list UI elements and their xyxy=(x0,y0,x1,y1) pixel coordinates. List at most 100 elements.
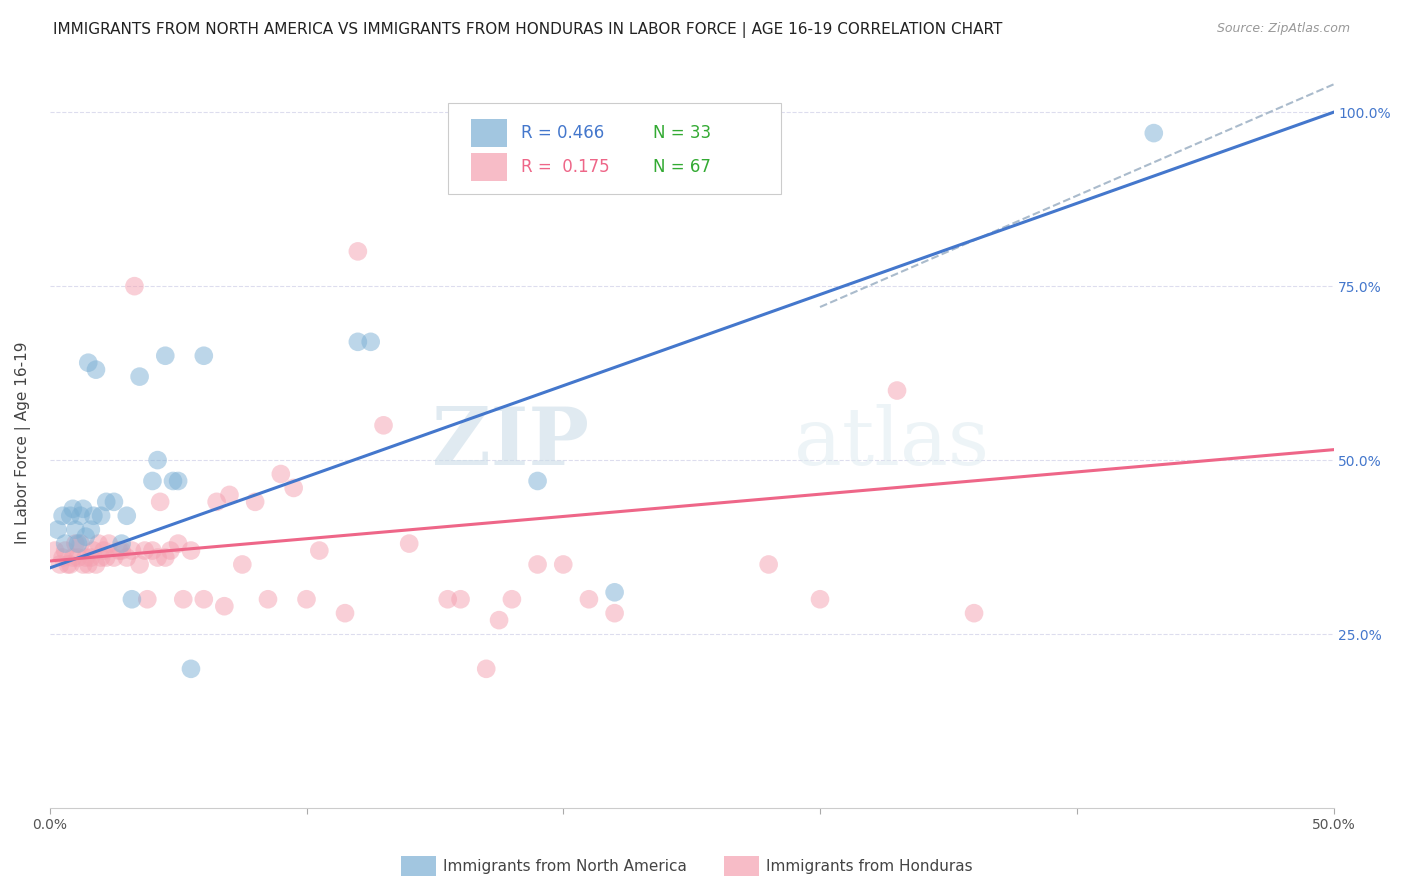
Point xyxy=(526,558,548,572)
Point xyxy=(193,349,215,363)
Point xyxy=(149,495,172,509)
Point xyxy=(115,550,138,565)
Point xyxy=(66,536,89,550)
Point xyxy=(103,550,125,565)
Point xyxy=(488,613,510,627)
Point xyxy=(44,543,66,558)
Point xyxy=(128,369,150,384)
Point xyxy=(84,362,107,376)
FancyBboxPatch shape xyxy=(471,119,506,147)
Point xyxy=(90,550,112,565)
Y-axis label: In Labor Force | Age 16-19: In Labor Force | Age 16-19 xyxy=(15,342,31,544)
Point xyxy=(180,543,202,558)
Point xyxy=(347,334,370,349)
Point xyxy=(398,536,420,550)
Point xyxy=(53,536,76,550)
Point xyxy=(141,474,163,488)
Point xyxy=(162,474,184,488)
Point xyxy=(82,508,104,523)
Point xyxy=(193,592,215,607)
Point xyxy=(808,592,831,607)
Text: Immigrants from Honduras: Immigrants from Honduras xyxy=(766,859,973,873)
Point xyxy=(103,495,125,509)
Point xyxy=(172,592,194,607)
Point xyxy=(59,558,82,572)
Point xyxy=(167,536,190,550)
Point xyxy=(155,349,177,363)
Text: IMMIGRANTS FROM NORTH AMERICA VS IMMIGRANTS FROM HONDURAS IN LABOR FORCE | AGE 1: IMMIGRANTS FROM NORTH AMERICA VS IMMIGRA… xyxy=(53,22,1002,38)
Point xyxy=(257,592,280,607)
Point xyxy=(159,543,181,558)
Point xyxy=(146,453,169,467)
Point xyxy=(136,592,159,607)
Point xyxy=(46,523,69,537)
Point xyxy=(146,550,169,565)
Point xyxy=(347,244,370,259)
Point xyxy=(295,592,318,607)
Point xyxy=(72,558,94,572)
Point xyxy=(77,558,100,572)
Point xyxy=(80,550,103,565)
Point xyxy=(56,558,79,572)
Point xyxy=(75,550,97,565)
Point xyxy=(80,523,103,537)
Point xyxy=(963,606,986,620)
Point xyxy=(52,550,75,565)
Point xyxy=(87,536,110,550)
Point xyxy=(243,495,266,509)
Point xyxy=(121,592,143,607)
Point xyxy=(141,543,163,558)
Point xyxy=(96,495,118,509)
Point xyxy=(134,543,156,558)
Point xyxy=(62,550,84,565)
Text: N = 67: N = 67 xyxy=(654,158,711,177)
Point xyxy=(111,543,134,558)
FancyBboxPatch shape xyxy=(471,153,506,181)
Point xyxy=(69,508,91,523)
Point xyxy=(603,585,626,599)
Point xyxy=(66,550,89,565)
Point xyxy=(436,592,458,607)
Point xyxy=(475,662,498,676)
Point xyxy=(231,558,253,572)
Point xyxy=(308,543,330,558)
Text: R = 0.466: R = 0.466 xyxy=(520,124,605,142)
Point xyxy=(49,558,72,572)
Point xyxy=(108,543,131,558)
Point xyxy=(333,606,356,620)
Point xyxy=(111,536,134,550)
Text: Immigrants from North America: Immigrants from North America xyxy=(443,859,686,873)
Point xyxy=(283,481,305,495)
Point xyxy=(501,592,523,607)
Point xyxy=(205,495,228,509)
Point xyxy=(758,558,780,572)
Point xyxy=(218,488,240,502)
Point xyxy=(214,599,236,614)
Point xyxy=(155,550,177,565)
Point xyxy=(526,474,548,488)
Point xyxy=(124,279,146,293)
Text: N = 33: N = 33 xyxy=(654,124,711,142)
Point xyxy=(97,536,120,550)
Point xyxy=(96,550,118,565)
Text: ZIP: ZIP xyxy=(432,404,589,482)
Point xyxy=(69,536,91,550)
Point xyxy=(128,558,150,572)
Point xyxy=(450,592,472,607)
Point xyxy=(603,606,626,620)
Point xyxy=(65,536,87,550)
Point xyxy=(115,508,138,523)
Point xyxy=(65,523,87,537)
Point xyxy=(82,543,104,558)
Point xyxy=(52,508,75,523)
Point xyxy=(1143,126,1166,140)
FancyBboxPatch shape xyxy=(447,103,782,194)
Point xyxy=(886,384,908,398)
Point xyxy=(84,558,107,572)
Point xyxy=(77,356,100,370)
Text: atlas: atlas xyxy=(794,404,990,482)
Text: R =  0.175: R = 0.175 xyxy=(520,158,610,177)
Point xyxy=(553,558,575,572)
Point xyxy=(62,501,84,516)
Point xyxy=(93,543,115,558)
